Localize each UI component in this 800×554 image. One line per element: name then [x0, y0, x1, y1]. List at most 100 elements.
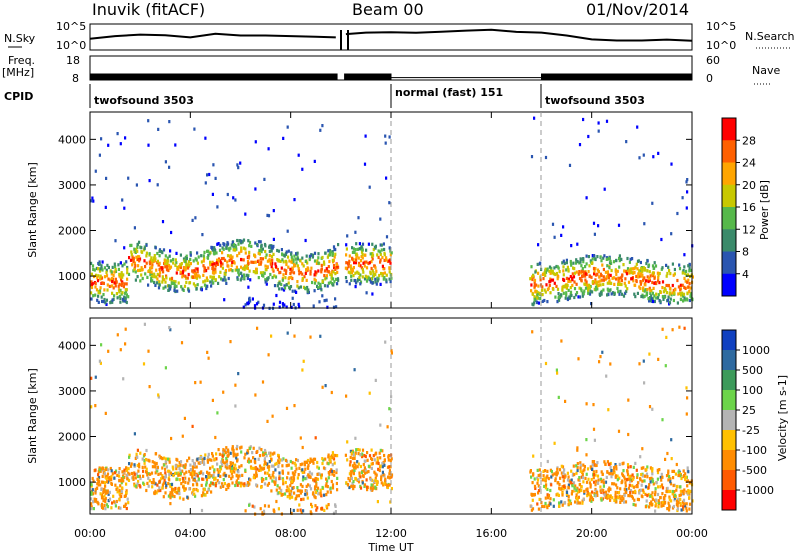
vel-scatter-cell [572, 464, 575, 468]
vel-scatter-cell [644, 505, 647, 509]
power-scatter-cell [218, 248, 222, 252]
power-scatter-cell [657, 293, 660, 297]
vel-scatter-cell [177, 471, 180, 475]
vel-scatter-cell [596, 474, 600, 478]
power-scatter-cell [603, 254, 606, 258]
power-scatter-cell [367, 242, 370, 246]
vel-scatter-cell [553, 441, 556, 445]
x-axis-ticks: 00:00 04:00 08:00 12:00 16:00 20:00 00:00 [74, 112, 708, 540]
vel-scatter-cell [154, 489, 157, 493]
power-scatter-cell [97, 274, 100, 278]
vel-scatter-cell [164, 467, 167, 471]
vel-scatter-cell [636, 475, 639, 479]
vel-scatter-cell [119, 506, 122, 510]
vel-scatter-cell [623, 475, 626, 479]
power-scatter-cell [100, 137, 103, 141]
power-scatter-cell [538, 291, 541, 295]
power-scatter-cell [234, 198, 237, 202]
vel-scatter-cell [118, 478, 121, 482]
vel-scatter-cell [202, 491, 205, 495]
vel-scatter-cell [287, 471, 290, 475]
power-scatter-cell [634, 295, 637, 299]
power-scatter-cell [114, 265, 117, 269]
vel-scatter-cell [307, 483, 310, 487]
vel-scatter-cell [592, 460, 596, 464]
power-scatter-cell [636, 267, 639, 271]
vel-scatter-cell [205, 475, 208, 479]
vel-scatter-cell [616, 486, 619, 490]
vel-scatter-cell [266, 419, 269, 423]
power-scatter-cell [360, 266, 363, 270]
power-scatter-cell [376, 279, 379, 283]
power-scatter-cell [646, 288, 649, 292]
vel-scatter-cell [148, 479, 151, 483]
power-scatter-cell [226, 192, 229, 197]
vel-scatter-cell [145, 488, 148, 493]
vel-scatter-cell [249, 478, 252, 482]
vel-scatter-cell [293, 461, 296, 465]
power-scatter-cell [285, 305, 288, 309]
vel-scatter-cell [195, 482, 198, 486]
power-scatter-cell [118, 272, 121, 276]
power-cbar-tick-label-5: 24 [742, 157, 756, 170]
vel-scatter-cell [258, 464, 262, 468]
power-scatter-cell [221, 266, 224, 270]
power-scatter-cell [687, 264, 690, 268]
power-scatter-cell [257, 259, 260, 263]
power-scatter-cell [388, 266, 391, 270]
vel-scatter-cell [104, 411, 107, 415]
vel-scatter-cell [272, 508, 275, 512]
vel-scatter-cell [100, 493, 103, 497]
power-scatter-cell [663, 295, 666, 299]
vel-scatter-cell [567, 483, 570, 487]
power-scatter-cell [201, 233, 204, 237]
vel-scatter-cell [552, 504, 555, 508]
power-scatter-cell [269, 262, 272, 266]
vel-scatter-cell [304, 489, 307, 493]
power-scatter-cell [301, 272, 304, 276]
power-scatter-cell [317, 269, 320, 273]
vel-scatter-cell [561, 503, 564, 507]
vel-scatter-cell [148, 385, 151, 389]
vel-scatter-cell [589, 483, 592, 487]
vel-scatter-cell [195, 480, 198, 484]
power-scatter-cell [681, 294, 685, 298]
power-scatter-cell [204, 279, 207, 283]
vel-scatter-cell [169, 493, 172, 497]
vel-cbar-swatch-3 [722, 390, 736, 411]
vel-scatter-cell [558, 486, 561, 490]
vel-scatter-cell [656, 492, 660, 497]
vel-scatter-cell [211, 452, 214, 456]
vel-scatter-cell [102, 471, 105, 475]
power-scatter-cell [618, 259, 621, 263]
vel-scatter-cell [371, 462, 374, 466]
station-title: Inuvik (fitACF) [92, 0, 205, 19]
power-scatter-cell [624, 270, 627, 274]
vel-scatter-cell [147, 349, 150, 353]
power-scatter-cell [316, 284, 319, 288]
vel-scatter-cell [286, 485, 289, 489]
vel-scatter-cell [128, 453, 131, 457]
power-scatter-cell [649, 288, 652, 292]
vel-scatter-cell [107, 476, 110, 480]
power-scatter-cell [688, 266, 691, 270]
vel-scatter-cell [144, 465, 147, 469]
vel-scatter-cell [332, 457, 336, 461]
vel-scatter-cell [179, 460, 183, 464]
power-scatter-cell [134, 264, 137, 268]
vel-scatter-cell [615, 483, 618, 487]
power-scatter-cell [539, 278, 542, 282]
vel-scatter-cell [94, 491, 97, 495]
vel-scatter-cell [615, 500, 618, 504]
vel-scatter-cell [293, 473, 296, 477]
vel-scatter-cell [588, 492, 591, 496]
vel-scatter-cell [280, 493, 283, 497]
power-scatter-cell [137, 255, 140, 259]
vel-scatter-cell [105, 503, 109, 507]
vel-scatter-cell [260, 485, 263, 489]
power-scatter-cell [674, 288, 677, 292]
vel-scatter-cell [134, 476, 137, 480]
power-scatter-cell [218, 275, 221, 279]
vel-scatter-cell [301, 484, 304, 488]
x-tick-label-6: 00:00 [676, 527, 708, 540]
